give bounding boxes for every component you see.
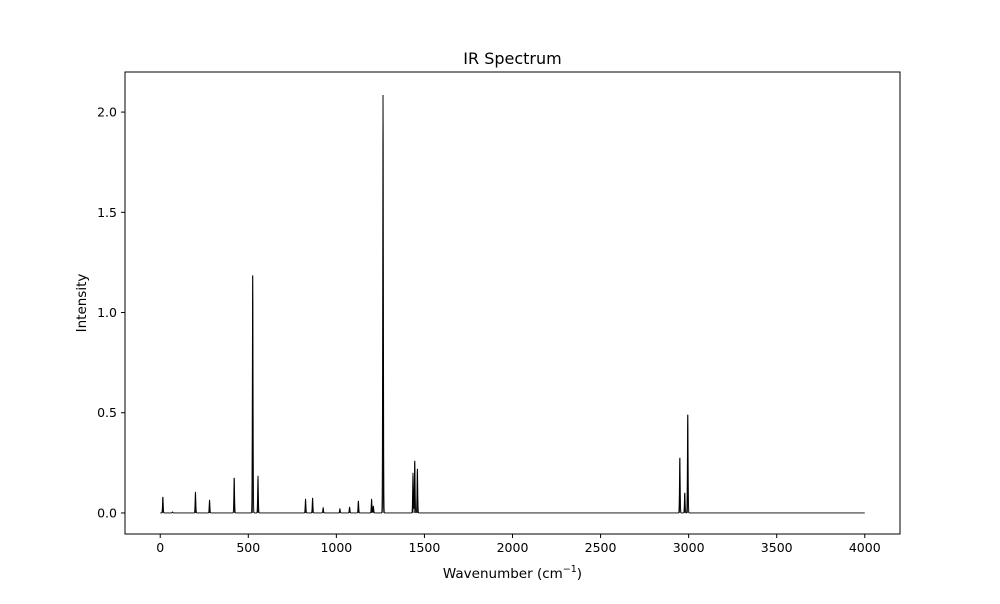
- x-axis-label-main: Wavenumber (cm: [443, 566, 563, 582]
- y-tick-label: 1.0: [97, 305, 117, 320]
- y-axis: 0.0 0.5 1.0 1.5 2.0: [97, 105, 125, 520]
- x-tick-label: 4000: [849, 540, 881, 555]
- chart-title: IR Spectrum: [463, 49, 561, 68]
- x-tick-label: 500: [236, 540, 260, 555]
- x-tick-label: 3500: [761, 540, 793, 555]
- x-axis-label: Wavenumber (cm−1): [443, 564, 582, 582]
- spectrum-line: [160, 95, 865, 514]
- x-axis-label-suffix: ): [577, 566, 582, 582]
- plot-area: [160, 95, 865, 514]
- x-tick-label: 1000: [320, 540, 352, 555]
- y-tick-label: 1.5: [97, 205, 117, 220]
- x-tick-label: 2500: [585, 540, 617, 555]
- y-axis-label: Intensity: [74, 274, 90, 333]
- x-tick-label: 0: [156, 540, 164, 555]
- x-tick-label: 1500: [409, 540, 441, 555]
- x-tick-label: 2000: [497, 540, 529, 555]
- x-axis-label-superscript: −1: [563, 564, 577, 575]
- y-tick-label: 2.0: [97, 105, 117, 120]
- y-tick-label: 0.5: [97, 405, 117, 420]
- x-tick-label: 3000: [673, 540, 705, 555]
- x-axis: 0 500 1000 1500 2000 2500 3000 3500 4000: [156, 534, 881, 555]
- y-tick-label: 0.0: [97, 505, 117, 520]
